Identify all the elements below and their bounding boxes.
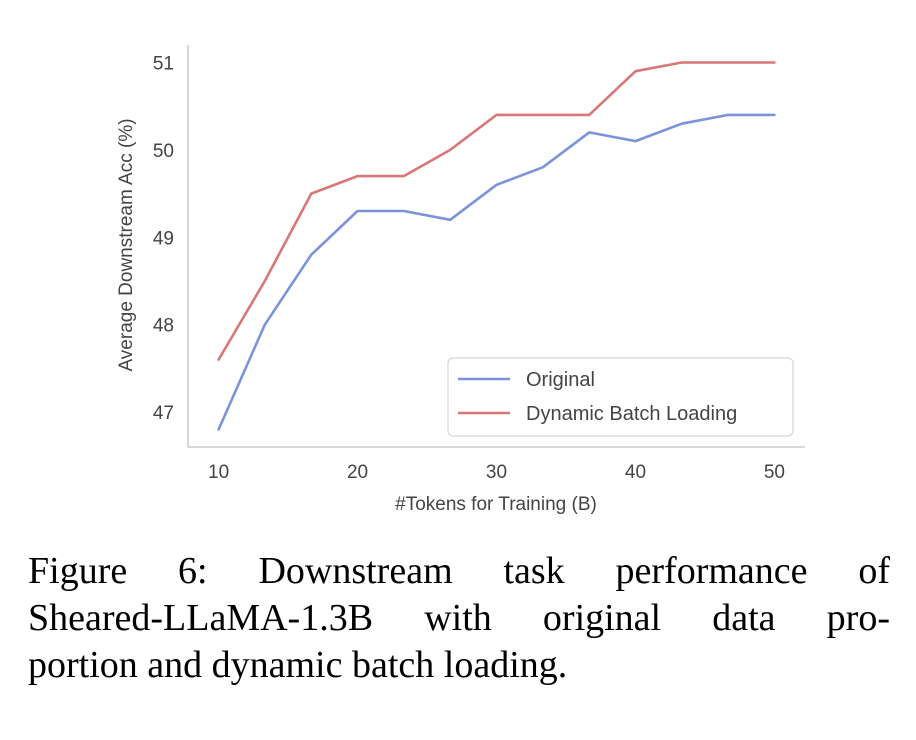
x-tick-label: 50 [764, 462, 785, 483]
series-line-dynamic-batch-loading [217, 61, 776, 361]
caption-line-3: portion and dynamic batch loading. [28, 644, 568, 686]
y-tick-label: 51 [153, 53, 174, 74]
x-ticks: 10 20 30 40 50 [208, 462, 785, 483]
y-axis-title: Average Downstream Acc (%) [116, 118, 137, 371]
x-tick-label: 40 [625, 462, 646, 483]
legend-label: Original [526, 369, 595, 391]
legend-label: Dynamic Batch Loading [526, 403, 737, 425]
y-tick-label: 48 [153, 316, 174, 337]
caption-line-2: Sheared-LLaMA-1.3B with original data pr… [28, 597, 890, 639]
y-ticks: 47 48 49 50 51 [153, 53, 174, 424]
legend: Original Dynamic Batch Loading [447, 357, 794, 437]
chart-container: 47 48 49 50 51 10 20 30 40 50 Average Downstream… [116, 45, 805, 515]
caption-line-1: Figure 6: Downstream task performance of [28, 550, 890, 592]
x-tick-label: 30 [486, 462, 507, 483]
y-tick-label: 47 [153, 403, 174, 424]
line-chart: 47 48 49 50 51 10 20 30 40 50 Average Downstream… [116, 45, 805, 515]
series-lines [217, 61, 776, 431]
y-tick-label: 50 [153, 141, 174, 162]
y-tick-label: 49 [153, 228, 174, 249]
axes [187, 45, 805, 448]
x-axis-title: #Tokens for Training (B) [395, 494, 597, 515]
figure-caption: Figure 6: Downstream task performance of… [28, 548, 890, 689]
x-tick-label: 10 [208, 462, 229, 483]
x-tick-label: 20 [347, 462, 368, 483]
legend-box [447, 357, 794, 437]
series-line-original [217, 113, 776, 431]
